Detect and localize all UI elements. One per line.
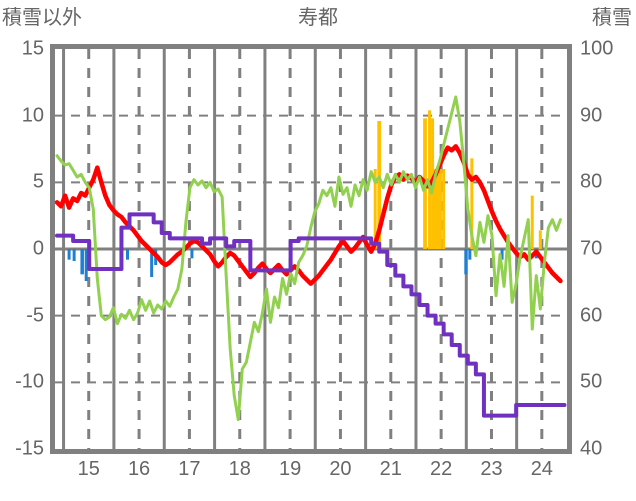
page-title: 寿都: [298, 7, 338, 29]
chart-svg: [55, 49, 567, 449]
x-tick: 17: [178, 458, 201, 480]
left-axis-title: 積雪以外: [2, 7, 82, 29]
y-tick-left: 15: [21, 37, 44, 60]
plot-canvas: [55, 49, 567, 449]
y-tick-left: 5: [32, 170, 44, 193]
bar-snow-orange: [373, 169, 377, 249]
x-tick: 23: [480, 458, 503, 480]
x-tick: 19: [278, 458, 302, 480]
plot-frame: [50, 44, 572, 454]
x-tick: 16: [127, 458, 151, 480]
y-tick-right: 60: [580, 304, 603, 327]
y-tick-right: 70: [580, 237, 603, 260]
y-tick-right: 90: [580, 104, 603, 127]
bar-snow-blue: [468, 249, 472, 260]
y-tick-right: 50: [580, 370, 603, 393]
bar-snow-blue: [190, 249, 194, 259]
series-purple: [55, 212, 567, 418]
y-tick-left: -5: [26, 304, 44, 327]
x-tick: 21: [379, 458, 402, 480]
y-tick-left: -15: [15, 437, 44, 460]
bar-snow-orange: [433, 169, 438, 249]
bar-snow-orange: [470, 158, 474, 249]
y-tick-left: 10: [21, 104, 44, 127]
bar-snow-blue: [464, 249, 468, 275]
bar-snow-orange: [530, 195, 534, 249]
bar-snow-blue: [500, 249, 504, 260]
y-tick-left: 0: [32, 237, 44, 260]
x-tick: 22: [430, 458, 453, 480]
bar-snow-blue: [125, 249, 129, 260]
x-tick: 24: [530, 458, 553, 480]
bar-snow-blue: [80, 249, 84, 275]
right-axis-title: 積雪: [592, 7, 632, 29]
bar-snow-orange: [428, 110, 432, 249]
y-tick-right: 80: [580, 170, 603, 193]
bar-snow-blue: [67, 249, 71, 260]
bar-snow-orange: [377, 121, 382, 249]
bar-snow-blue: [72, 249, 76, 261]
x-tick: 15: [77, 458, 100, 480]
series-red: [55, 144, 563, 286]
x-tick: 20: [329, 458, 352, 480]
bar-snow-orange: [437, 169, 442, 249]
bar-snow-orange: [538, 230, 542, 249]
y-tick-right: 40: [580, 437, 603, 460]
plot-area: [50, 44, 572, 454]
bar-snow-orange: [442, 169, 446, 249]
x-tick: 18: [228, 458, 251, 480]
bar-snow-blue: [150, 249, 154, 277]
bar-snow-blue: [84, 249, 88, 281]
y-tick-right: 100: [580, 37, 614, 60]
y-tick-left: -10: [15, 370, 44, 393]
